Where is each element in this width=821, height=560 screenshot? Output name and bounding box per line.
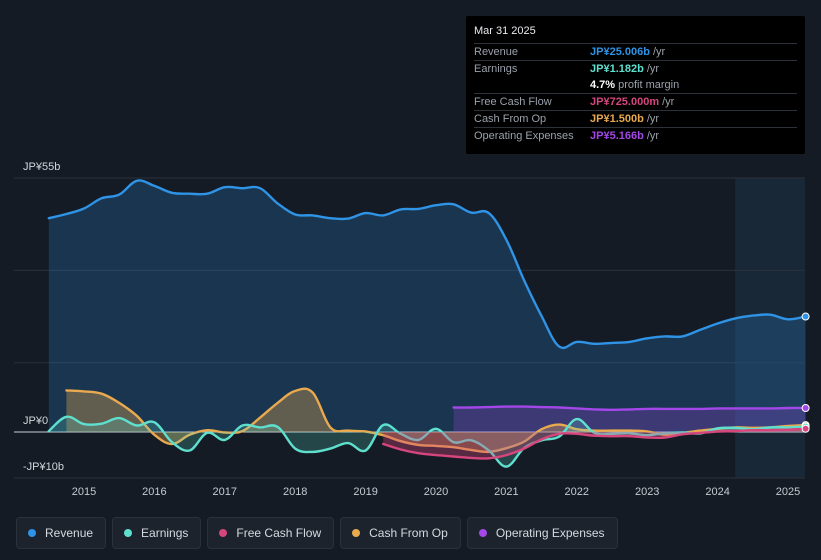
tooltip-row-cfo: Cash From Op JP¥1.500b /yr: [474, 110, 797, 127]
data-tooltip: Mar 31 2025 Revenue JP¥25.006b /yr Earni…: [466, 16, 805, 154]
legend-dot-icon: [219, 529, 228, 537]
x-tick-label: 2016: [142, 486, 166, 498]
tooltip-unit: profit margin: [618, 79, 680, 91]
tooltip-label: Cash From Op: [474, 113, 547, 125]
x-tick-label: 2015: [72, 486, 96, 498]
fcf-line: [382, 427, 807, 460]
legend-label: Free Cash Flow: [236, 526, 322, 540]
opex-end-marker: [801, 403, 810, 412]
tooltip-row-revenue: Revenue JP¥25.006b /yr: [474, 43, 797, 60]
financial-chart: 2015 2016 2017 2018 2019 2020 2021 2022 2023 2024…: [14, 177, 810, 498]
y-axis-label-top: JP¥55b: [23, 161, 61, 173]
opex-area: [453, 406, 806, 432]
legend-revenue[interactable]: Revenue: [16, 517, 107, 549]
legend-earnings[interactable]: Earnings: [112, 517, 202, 549]
tooltip-label: Earnings: [474, 63, 518, 75]
revenue-line: [47, 179, 807, 350]
revenue-end-marker: [801, 312, 810, 321]
tooltip-unit: /yr: [662, 96, 675, 108]
x-tick-label: 2017: [213, 486, 237, 498]
tooltip-unit: /yr: [646, 130, 660, 142]
tooltip-value: JP¥725.000m: [590, 96, 660, 108]
opex-line: [452, 405, 807, 411]
tooltip-unit: /yr: [652, 46, 666, 58]
tooltip-label: Revenue: [474, 46, 519, 58]
legend-label: Earnings: [141, 526, 189, 540]
cfo-area: [66, 388, 806, 452]
x-tick-label: 2025: [776, 486, 800, 498]
y-axis-label-zero: JP¥0: [23, 415, 49, 427]
legend-label: Cash From Op: [369, 526, 448, 540]
tooltip-row-earnings: Earnings JP¥1.182b /yr: [474, 60, 797, 77]
x-tick-label: 2024: [705, 486, 729, 498]
legend-dot-icon: [478, 529, 487, 537]
tooltip-value: JP¥25.006b: [590, 46, 650, 58]
tooltip-label: Operating Expenses: [474, 130, 574, 142]
chart-legend: Revenue Earnings Free Cash Flow Cash Fro…: [16, 517, 618, 549]
x-tick-label: 2021: [494, 486, 518, 498]
tooltip-row-opex: Operating Expenses JP¥5.166b /yr: [474, 127, 797, 144]
revenue-area: [48, 180, 806, 432]
tooltip-unit: /yr: [646, 63, 660, 75]
fcf-area: [383, 428, 806, 459]
x-tick-label: 2018: [283, 486, 307, 498]
legend-dot-icon: [124, 529, 133, 537]
tooltip-value: JP¥5.166b: [590, 130, 644, 142]
tooltip-value: JP¥1.182b: [590, 63, 644, 75]
x-tick-label: 2022: [565, 486, 589, 498]
x-tick-label: 2019: [353, 486, 377, 498]
legend-operating-expenses[interactable]: Operating Expenses: [466, 517, 618, 549]
legend-cash-from-op[interactable]: Cash From Op: [340, 517, 461, 549]
tooltip-row-fcf: Free Cash Flow JP¥725.000m /yr: [474, 93, 797, 110]
legend-dot-icon: [352, 529, 361, 537]
tooltip-label: Free Cash Flow: [474, 96, 552, 108]
x-tick-label: 2020: [424, 486, 448, 498]
tooltip-date: Mar 31 2025: [474, 25, 536, 37]
tooltip-unit: /yr: [646, 113, 660, 125]
tooltip-value: JP¥1.500b: [590, 113, 644, 125]
earnings-line: [47, 415, 807, 468]
legend-label: Operating Expenses: [495, 526, 605, 540]
tooltip-value: 4.7%: [590, 79, 616, 91]
legend-label: Revenue: [45, 526, 94, 540]
legend-dot-icon: [28, 529, 36, 537]
y-axis-label-bottom: -JP¥10b: [23, 461, 64, 473]
x-tick-label: 2023: [635, 486, 659, 498]
tooltip-row-profit-margin: 4.7% profit margin: [474, 77, 797, 93]
fcf-end-marker: [801, 424, 810, 433]
legend-free-cash-flow[interactable]: Free Cash Flow: [207, 517, 335, 549]
